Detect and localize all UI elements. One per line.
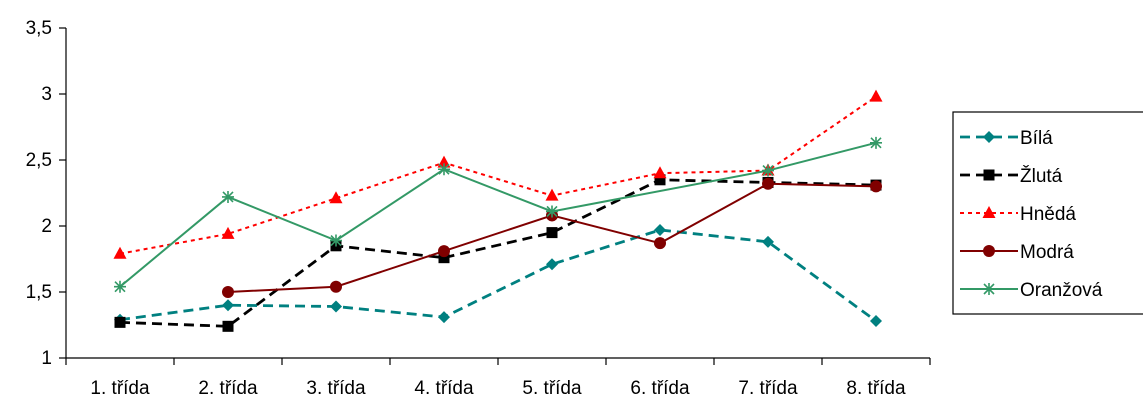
data-point bbox=[222, 286, 234, 298]
legend-item: Modrá bbox=[960, 242, 1074, 263]
x-tick-label: 7. třída bbox=[738, 378, 798, 399]
x-tick-label: 6. třída bbox=[630, 378, 690, 399]
data-point bbox=[762, 164, 774, 177]
y-tick-label: 2,5 bbox=[26, 150, 52, 171]
legend-label: Modrá bbox=[1020, 242, 1074, 263]
series-2 bbox=[113, 89, 883, 259]
data-point bbox=[653, 166, 667, 179]
data-point bbox=[870, 315, 882, 328]
y-tick-label: 3,5 bbox=[26, 18, 52, 39]
x-tick-label: 1. třída bbox=[90, 378, 150, 399]
data-point bbox=[330, 234, 342, 247]
legend-marker bbox=[983, 245, 995, 257]
data-point bbox=[221, 226, 235, 239]
data-point bbox=[546, 205, 558, 218]
data-point bbox=[222, 299, 234, 312]
legend-marker bbox=[983, 283, 995, 295]
data-point bbox=[545, 188, 559, 201]
y-tick-label: 2 bbox=[41, 216, 52, 237]
legend-label: Hnědá bbox=[1020, 204, 1076, 225]
data-point bbox=[438, 252, 450, 264]
series-line bbox=[119, 228, 877, 323]
data-point bbox=[654, 237, 666, 250]
x-tick-label: 5. třída bbox=[522, 378, 582, 399]
legend-label: Žlutá bbox=[1020, 165, 1063, 187]
legend-item: Žlutá bbox=[960, 165, 1063, 187]
legend-marker bbox=[983, 169, 995, 181]
data-point bbox=[762, 235, 774, 248]
data-point bbox=[438, 245, 450, 258]
data-point bbox=[330, 300, 342, 313]
chart-legend: Bílá Žlutá Hnědá Modrá Oranžová bbox=[952, 111, 1143, 315]
series-layer bbox=[113, 89, 883, 332]
data-point bbox=[114, 316, 126, 328]
legend-label: Bílá bbox=[1020, 128, 1053, 149]
data-point bbox=[762, 177, 774, 190]
data-point bbox=[330, 280, 342, 293]
y-tick-label: 1,5 bbox=[26, 282, 52, 303]
x-tick-label: 4. třída bbox=[414, 378, 474, 399]
data-point bbox=[114, 280, 126, 293]
data-point bbox=[654, 174, 666, 186]
series-0 bbox=[114, 223, 882, 328]
data-point bbox=[438, 311, 450, 324]
data-point bbox=[546, 258, 558, 271]
data-point bbox=[113, 246, 127, 259]
data-point bbox=[869, 89, 883, 102]
x-tick-label: 2. třída bbox=[198, 378, 258, 399]
data-point bbox=[329, 191, 343, 204]
data-point bbox=[222, 190, 234, 203]
legend-marker bbox=[983, 131, 995, 143]
x-tick-label: 8. třída bbox=[846, 378, 906, 399]
y-tick-label: 1 bbox=[41, 348, 52, 369]
series-line bbox=[119, 178, 877, 328]
data-point bbox=[438, 163, 450, 176]
data-point bbox=[870, 180, 882, 193]
legend-item: Bílá bbox=[960, 128, 1053, 149]
series-line bbox=[119, 95, 877, 255]
data-point bbox=[870, 136, 882, 149]
legend-marker bbox=[982, 206, 996, 218]
legend-item: Hnědá bbox=[960, 204, 1076, 225]
y-tick-label: 3 bbox=[41, 84, 52, 105]
x-tick-label: 3. třída bbox=[306, 378, 366, 399]
data-point bbox=[222, 320, 234, 332]
data-point bbox=[546, 227, 558, 239]
legend-label: Oranžová bbox=[1020, 280, 1103, 301]
chart-axes: 1 1,5 2 2,5 3 3,5 1. třída 2. třída 3. třída 4. t… bbox=[26, 18, 931, 399]
series-line bbox=[119, 141, 877, 288]
data-point bbox=[437, 155, 451, 168]
legend-item: Oranžová bbox=[960, 280, 1103, 301]
series-4 bbox=[114, 136, 882, 293]
data-point bbox=[654, 223, 666, 236]
